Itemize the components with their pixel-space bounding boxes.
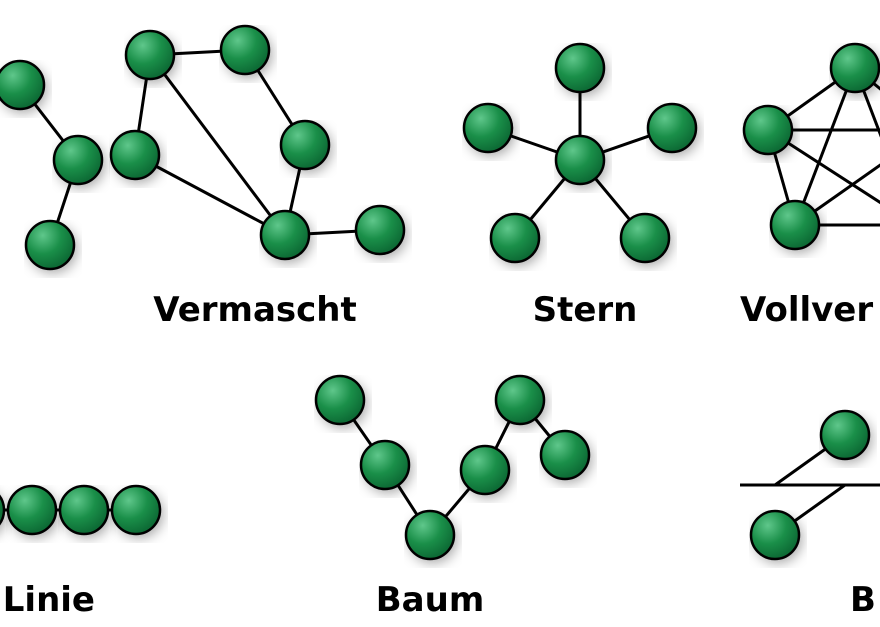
label-vermascht: Vermascht — [153, 290, 357, 330]
label-stern: Stern — [533, 290, 638, 330]
label-bus: B — [850, 580, 876, 620]
nodes — [751, 411, 880, 563]
diagram-stern — [450, 40, 710, 280]
label-linie: Linie — [3, 580, 95, 620]
diagram-bus — [720, 400, 880, 570]
diagram-linie — [0, 470, 210, 550]
diagram-baum — [270, 370, 590, 570]
edges — [135, 50, 380, 235]
nodes — [744, 44, 880, 253]
label-vollvermascht: Vollver — [740, 290, 873, 330]
nodes — [464, 44, 699, 266]
nodes — [316, 376, 592, 563]
label-baum: Baum — [376, 580, 485, 620]
nodes — [111, 26, 407, 263]
nodes — [0, 486, 163, 538]
diagram-vollvermascht — [740, 40, 880, 280]
diagram-vermascht — [90, 20, 410, 280]
